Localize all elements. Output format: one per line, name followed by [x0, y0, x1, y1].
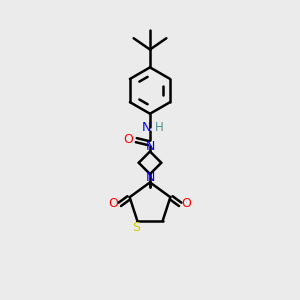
- Text: N: N: [141, 121, 151, 134]
- Text: O: O: [182, 197, 191, 210]
- Text: N: N: [145, 140, 155, 153]
- Text: S: S: [133, 221, 140, 234]
- Text: O: O: [124, 133, 134, 146]
- Text: O: O: [109, 197, 118, 210]
- Text: H: H: [154, 121, 163, 134]
- Text: N: N: [145, 170, 155, 184]
